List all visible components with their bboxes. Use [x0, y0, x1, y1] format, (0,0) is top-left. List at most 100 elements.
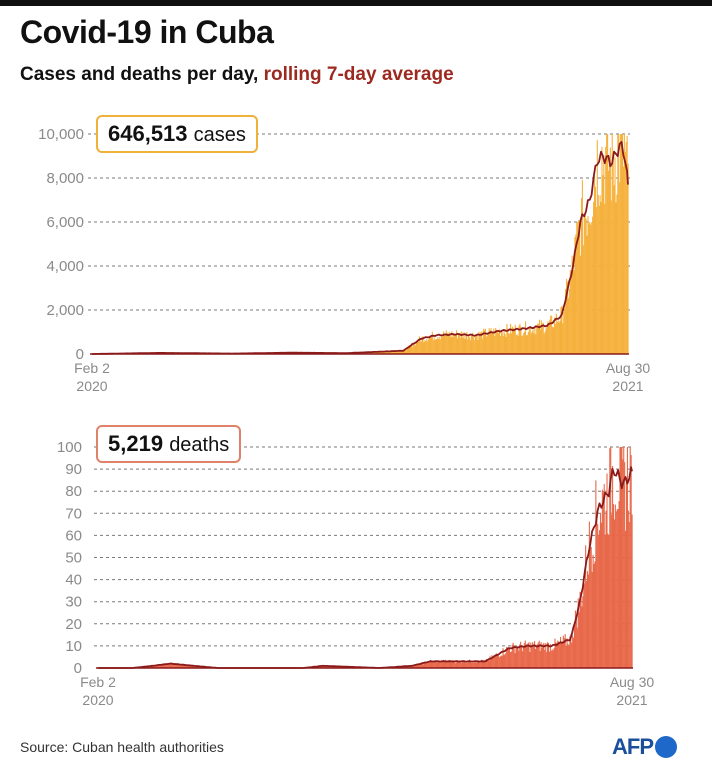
cases-day-bar — [388, 351, 390, 354]
cases-day-bar — [527, 332, 529, 354]
deaths-rolling-average-line — [98, 466, 633, 669]
deaths-day-bar — [189, 665, 191, 668]
deaths-day-bar — [628, 521, 630, 668]
cases-day-bar — [586, 235, 588, 354]
deaths-day-bar — [322, 665, 324, 668]
deaths-day-bar — [467, 662, 469, 668]
deaths-day-bar — [468, 661, 470, 668]
cases-day-bar — [497, 333, 500, 354]
cases-day-bar — [456, 338, 459, 354]
cases-day-bar — [412, 346, 414, 354]
deaths-day-bar — [611, 514, 613, 668]
cases-day-bar — [482, 338, 484, 354]
deaths-day-bar — [180, 664, 182, 668]
deaths-day-bar — [419, 662, 421, 668]
deaths-day-bar — [515, 647, 517, 668]
deaths-day-bar — [424, 661, 426, 668]
deaths-day-bar — [426, 663, 428, 668]
cases-day-bar — [513, 330, 515, 354]
cases-day-bar — [496, 330, 498, 354]
deaths-day-bar — [500, 655, 502, 668]
cases-day-bar — [420, 341, 422, 354]
deaths-day-bar — [488, 660, 490, 668]
cases-day-bar — [625, 141, 627, 354]
cases-day-bar — [518, 325, 520, 354]
cases-day-bar — [480, 332, 482, 354]
cases-day-bar — [616, 194, 618, 354]
cases-day-bar — [602, 175, 604, 354]
cases-day-bar — [538, 323, 540, 354]
deaths-day-bar — [163, 665, 165, 668]
cases-day-bar — [535, 334, 537, 354]
deaths-day-bar — [425, 661, 427, 668]
cases-day-bar — [488, 328, 490, 354]
deaths-day-bar — [596, 514, 598, 668]
deaths-day-bar — [196, 666, 199, 668]
deaths-day-bar — [461, 662, 463, 668]
deaths-day-bar — [190, 665, 192, 668]
cases-day-bar — [487, 334, 489, 354]
deaths-day-bar — [524, 640, 526, 668]
deaths-day-bar — [158, 664, 160, 668]
cases-day-bar — [544, 331, 546, 354]
cases-day-bar — [600, 202, 602, 354]
deaths-day-bar — [612, 465, 614, 668]
cases-day-bar — [399, 351, 401, 354]
cases-day-bar — [531, 331, 533, 354]
cases-day-bar — [515, 334, 517, 354]
cases-day-bar — [485, 336, 487, 354]
deaths-day-bar — [585, 545, 587, 668]
cases-day-bar — [374, 352, 377, 354]
deaths-day-bar — [479, 661, 481, 668]
cases-day-bar — [421, 336, 423, 354]
deaths-day-bar — [440, 661, 442, 668]
deaths-day-bar — [502, 648, 504, 668]
cases-day-bar — [612, 155, 614, 354]
deaths-day-bar — [152, 666, 154, 668]
cases-day-bar — [524, 331, 526, 354]
deaths-day-bar — [457, 661, 459, 668]
deaths-day-bar — [505, 653, 507, 668]
cases-total-unit: cases — [193, 124, 246, 146]
deaths-day-bar — [165, 664, 167, 668]
deaths-day-bar — [589, 547, 591, 668]
deaths-day-bar — [471, 662, 473, 668]
cases-day-bar — [504, 333, 506, 354]
cases-day-bar — [624, 151, 626, 354]
deaths-y-tick-label: 0 — [74, 660, 82, 677]
page-title: Covid-19 in Cuba — [20, 14, 274, 50]
cases-day-bar — [497, 330, 499, 354]
cases-day-bar — [511, 326, 514, 354]
cases-day-bar — [486, 335, 488, 354]
deaths-day-bar — [470, 662, 472, 668]
cases-day-bar — [607, 134, 609, 354]
deaths-day-bar — [569, 636, 571, 668]
deaths-day-bar — [410, 666, 412, 668]
deaths-day-bar — [617, 508, 619, 668]
deaths-day-bar — [445, 660, 447, 668]
deaths-day-bar — [428, 661, 430, 668]
deaths-day-bar — [598, 534, 600, 668]
cases-day-bar — [622, 166, 624, 354]
deaths-day-bar — [192, 665, 194, 668]
cases-day-bar — [592, 216, 594, 354]
deaths-day-bar — [195, 665, 197, 668]
deaths-day-bar — [177, 664, 179, 668]
cases-day-bar — [425, 341, 427, 354]
deaths-day-bar — [170, 663, 173, 668]
cases-day-bar — [552, 326, 554, 354]
deaths-day-bar — [429, 662, 431, 668]
cases-day-bar — [618, 134, 620, 354]
cases-day-bar — [591, 222, 593, 354]
cases-day-bar — [475, 335, 477, 354]
cases-rolling-average-line — [92, 141, 629, 355]
cases-day-bar — [574, 236, 576, 354]
cases-day-bar — [473, 340, 475, 354]
deaths-day-bar — [320, 666, 322, 668]
cases-day-bar — [383, 352, 385, 354]
deaths-day-bar — [485, 658, 487, 668]
cases-day-bar — [609, 147, 611, 354]
cases-day-bar — [395, 351, 397, 354]
cases-day-bar — [533, 333, 535, 354]
deaths-day-bar — [600, 522, 602, 668]
